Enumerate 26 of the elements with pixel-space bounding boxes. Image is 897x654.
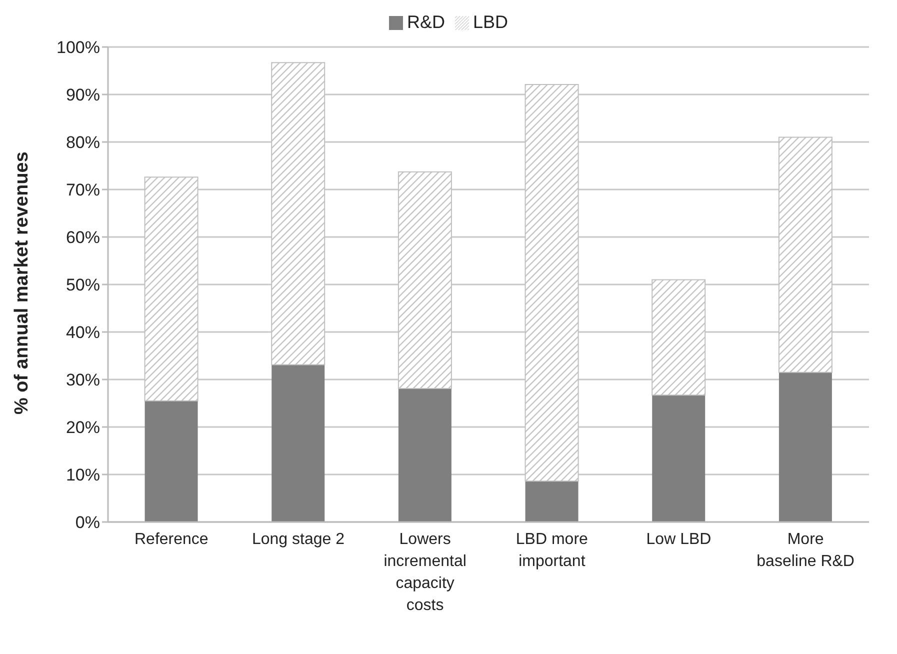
- y-tick-label: 30%: [66, 370, 100, 390]
- x-tick-label: More baseline R&D: [756, 531, 854, 570]
- y-tick-label: 80%: [66, 133, 100, 152]
- y-tick-label: 0%: [75, 513, 100, 532]
- bar: [778, 372, 832, 522]
- y-tick-label: 40%: [66, 323, 100, 342]
- x-tick-label: Lowers incremental capacity costs: [384, 531, 466, 614]
- y-axis-title: % of annual market revenues: [12, 152, 33, 414]
- bar: [398, 388, 452, 522]
- y-tick-label: 10%: [66, 466, 100, 485]
- y-tick-label: 90%: [66, 86, 100, 105]
- bar: [272, 364, 325, 522]
- y-tick-label: 70%: [66, 180, 100, 200]
- bar: [525, 481, 578, 522]
- y-tick-label: 100%: [56, 38, 100, 58]
- x-tick-label: Long stage 2: [252, 531, 345, 548]
- x-tick-label: Reference: [134, 531, 208, 548]
- y-tick-label: 60%: [66, 228, 100, 248]
- legend-label: R&D: [406, 12, 445, 32]
- x-tick-label: LBD more important: [516, 531, 588, 570]
- y-tick-label: 50%: [66, 276, 100, 295]
- bar: [652, 395, 706, 522]
- y-tick-label: 20%: [66, 418, 100, 438]
- legend-label: LBD: [473, 12, 508, 32]
- bar: [144, 400, 198, 522]
- x-tick-label: Low LBD: [646, 531, 712, 548]
